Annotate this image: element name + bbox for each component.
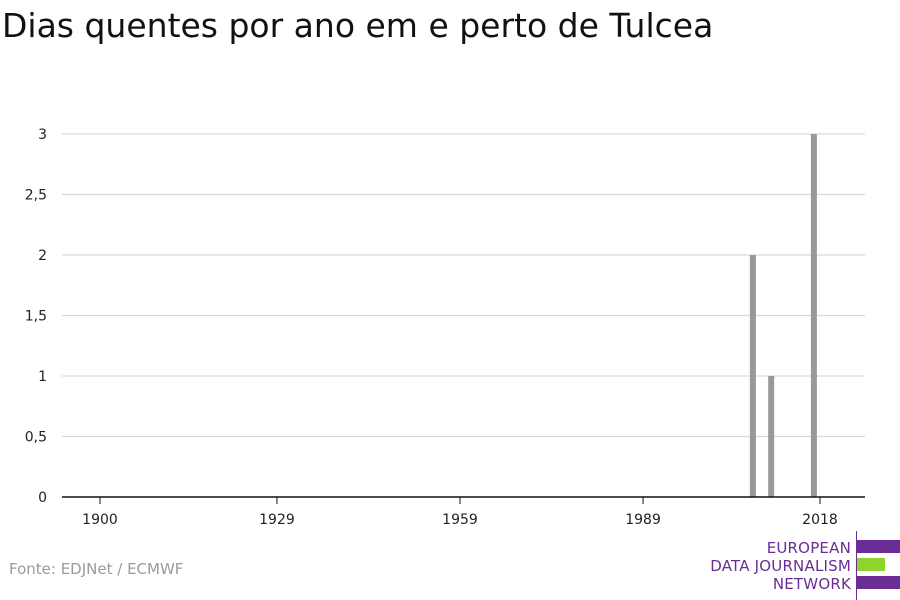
logo-bar-purple-bottom	[857, 576, 900, 589]
bar	[768, 376, 775, 497]
bar	[810, 134, 817, 497]
logo-separator	[856, 531, 857, 600]
y-tick-label: 0	[38, 490, 47, 506]
logo-line-3: NETWORK	[772, 575, 851, 593]
gridlines	[62, 133, 865, 438]
y-tick-label: 1,5	[25, 309, 47, 325]
y-tick-label: 1	[38, 369, 47, 385]
logo-bar-green	[857, 558, 885, 571]
y-tick-label: 0,5	[25, 430, 47, 446]
y-tick-label: 2	[38, 248, 47, 264]
x-tick-label: 1989	[625, 512, 661, 528]
x-tick-label: 2018	[802, 512, 838, 528]
x-tick-label: 1959	[442, 512, 478, 528]
logo-line-1: EUROPEAN	[766, 539, 851, 557]
x-tick-label: 1929	[259, 512, 295, 528]
axes	[62, 496, 865, 504]
y-tick-label: 3	[38, 127, 47, 143]
bar-chart: 0 0,5 1 1,5 2 2,5 3 1900 1929 1959 1989 2018	[25, 127, 865, 528]
source-note: Fonte: EDJNet / ECMWF	[9, 560, 184, 578]
logo-line-2: DATA JOURNALISM	[710, 557, 851, 575]
bars	[749, 134, 817, 497]
bar	[749, 255, 756, 497]
y-tick-label: 2,5	[25, 188, 47, 204]
tick-labels: 0 0,5 1 1,5 2 2,5 3 1900 1929 1959 1989 2018	[25, 127, 838, 528]
logo-bar-purple-top	[857, 540, 900, 553]
x-tick-label: 1900	[82, 512, 118, 528]
chart-title: Dias quentes por ano em e perto de Tulce…	[2, 6, 714, 45]
edjnet-logo: EUROPEAN DATA JOURNALISM NETWORK	[690, 531, 900, 600]
